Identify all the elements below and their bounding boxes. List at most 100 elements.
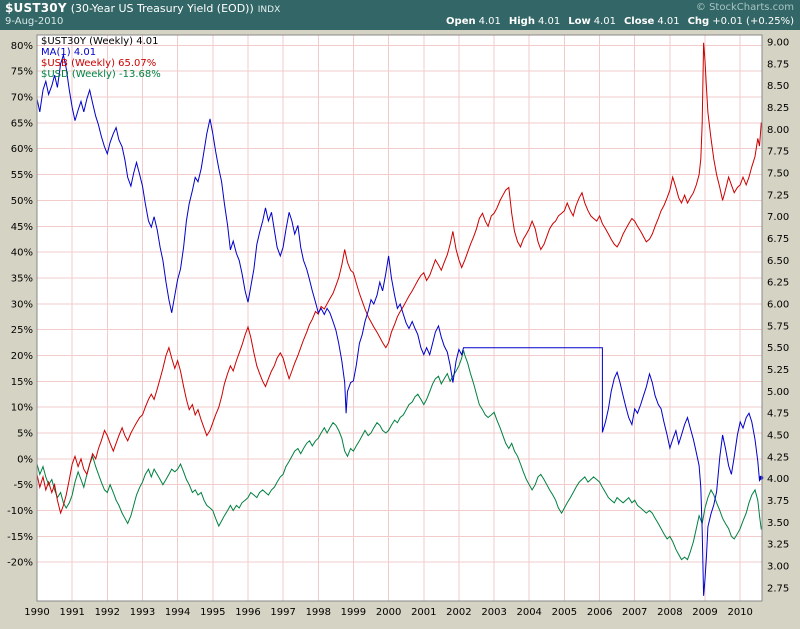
left-axis-tick-label: 80% [11,41,33,52]
right-axis-tick-label: 2.75 [767,583,789,594]
left-axis-tick-label: 45% [11,222,33,233]
right-axis-tick-label: 8.00 [767,125,789,136]
right-axis-tick-label: 7.00 [767,212,789,223]
chart-title: $UST30Y (30-Year US Treasury Yield (EOD))… [5,0,280,17]
right-axis-tick-label: 3.00 [767,562,789,573]
open-value: 4.01 [478,16,501,27]
gridlines [36,35,762,601]
usb-line [36,42,762,515]
close-label: Close [623,16,655,27]
left-axis-tick-label: 70% [11,93,33,104]
copyright: © StockCharts.com [695,2,794,13]
x-axis-tick-label: 1997 [270,607,295,618]
series-lines [36,42,764,596]
legend-item: $USB (Weekly) 65.07% [41,58,157,69]
low-value: 4.01 [593,16,616,27]
right-axis-tick-label: 4.00 [767,474,789,485]
right-axis-tick-label: 4.25 [767,452,789,463]
chart-date: 9-Aug-2010 [5,16,64,27]
right-axis-tick-label: 3.75 [767,496,789,507]
right-axis-tick-label: 7.50 [767,169,789,180]
left-axis-tick-label: 55% [11,170,33,181]
legend-item: MA(1) 4.01 [41,47,97,58]
open-label: Open [446,16,476,27]
right-axis-tick-label: 6.75 [767,234,789,245]
left-axis-tick-label: 15% [11,377,33,388]
title-row: $UST30Y (30-Year US Treasury Yield (EOD))… [5,1,794,15]
right-axis-tick-label: 3.25 [767,540,789,551]
right-axis-tick-label: 7.25 [767,190,789,201]
chg-label: Chg [687,16,710,27]
left-axis-tick-label: 50% [11,196,33,207]
left-axis-tick-label: 20% [11,351,33,362]
right-axis-tick-label: 6.00 [767,300,789,311]
symbol: $UST30Y [5,0,67,15]
quote-strip: Open 4.01 High 4.01 Low 4.01 Close 4.01 Chg +0.01… [446,15,794,29]
right-axis-tick-label: 5.00 [767,387,789,398]
left-axis-tick-label: 65% [11,118,33,129]
x-axis-tick-label: 1996 [235,607,260,618]
plot-border [36,34,763,602]
right-axis-tick-label: 6.50 [767,256,789,267]
high-label: High [508,16,535,27]
chg-value: +0.01 (+0.25%) [712,16,794,27]
x-axis-tick-label: 2006 [587,607,612,618]
x-axis-tick-label: 1991 [59,607,84,618]
x-axis-tick-label: 2009 [692,607,717,618]
x-axis-tick-label: 2001 [411,607,436,618]
right-axis-tick-label: 8.50 [767,81,789,92]
left-axis-tick-label: 35% [11,273,33,284]
x-axis-tick-label: 1998 [306,607,331,618]
plot-background [37,35,762,601]
chart-legend: $UST30Y (Weekly) 4.01 MA(1) 4.01 $USB (Wee… [41,36,161,80]
x-axis-tick-label: 2010 [727,607,752,618]
left-axis-tick-label: -5% [14,480,33,491]
exchange-label: INDX [257,4,281,15]
right-axis-tick-label: 8.75 [767,59,789,70]
x-axis-tick-label: 2002 [446,607,471,618]
right-axis-tick-label: 7.75 [767,147,789,158]
right-axis-tick-label: 3.50 [767,518,789,529]
x-axis-tick-label: 1990 [24,607,49,618]
right-axis-tick-label: 5.50 [767,343,789,354]
x-axis-tick-label: 2004 [516,607,541,618]
x-axis-tick-label: 1994 [165,607,190,618]
x-axis-tick-label: 1999 [341,607,366,618]
low-label: Low [568,16,591,27]
usd-line [36,350,762,561]
left-axis-tick-label: 75% [11,67,33,78]
x-axis-tick-label: 2007 [622,607,647,618]
left-axis-tick-label: 30% [11,299,33,310]
symbol-description: (30-Year US Treasury Yield (EOD)) [70,1,254,15]
right-axis-tick-label: 8.25 [767,103,789,114]
legend-item: $UST30Y (Weekly) 4.01 [41,36,159,47]
left-axis-tick-label: 25% [11,325,33,336]
x-axis-tick-label: 2003 [481,607,506,618]
right-axis-tick-label: 9.00 [767,38,789,49]
chart-header: $UST30Y (30-Year US Treasury Yield (EOD))… [0,0,800,30]
left-axis-tick-label: 40% [11,248,33,259]
x-axis-tick-label: 2000 [376,607,401,618]
ust30y-line [36,53,762,596]
quote-row: 9-Aug-2010 Open 4.01 High 4.01 Low 4.01 Close 4… [5,15,794,29]
axis-labels: 80% 75% 70% 65% 60% 55% 50% 45% 40% 35% 30% 25% 20% 1… [7,38,789,619]
left-axis-tick-label: -10% [7,506,33,517]
close-value: 4.01 [657,16,680,27]
x-axis-tick-label: 1992 [95,607,120,618]
x-axis-tick-label: 1995 [200,607,225,618]
right-axis-tick-label: 5.75 [767,321,789,332]
x-axis-tick-label: 1993 [130,607,155,618]
legend-item: $USD (Weekly) -13.68% [41,69,161,80]
right-axis-tick-label: 5.25 [767,365,789,376]
right-axis-tick-label: 6.25 [767,278,789,289]
left-axis-tick-label: 10% [11,403,33,414]
left-axis-tick-label: 60% [11,144,33,155]
high-value: 4.01 [537,16,561,27]
x-axis-tick-label: 2005 [552,607,577,618]
left-axis-tick-label: -20% [7,558,33,569]
right-axis-tick-label: 4.50 [767,431,789,442]
x-axis-tick-label: 2008 [657,607,682,618]
left-axis-tick-label: 5% [17,429,33,440]
